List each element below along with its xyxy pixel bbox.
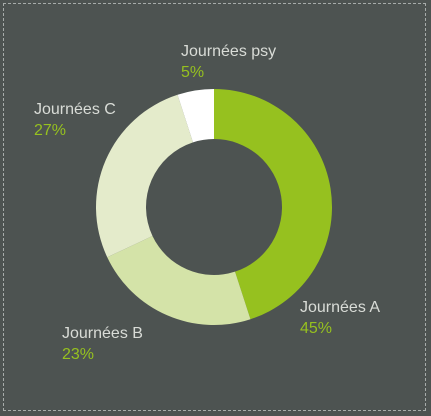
slice-label-0: Journées A xyxy=(300,299,380,316)
slice-label-1: Journées B xyxy=(62,325,143,342)
slice-1 xyxy=(107,235,251,325)
slice-3 xyxy=(177,89,214,143)
slice-percent-2: 27% xyxy=(34,122,66,139)
labels-group: Journées A 45% Journées B 23% Journées C 27% J… xyxy=(34,43,380,363)
slice-percent-3: 5% xyxy=(181,64,204,81)
slice-percent-0: 45% xyxy=(300,320,332,337)
slices-group xyxy=(95,89,333,325)
slice-label-3: Journées psy xyxy=(181,43,276,60)
slice-0 xyxy=(214,89,333,320)
slice-2 xyxy=(95,94,193,258)
slice-percent-1: 23% xyxy=(62,346,94,363)
slice-label-2: Journées C xyxy=(34,101,116,118)
chart-frame xyxy=(3,3,426,411)
